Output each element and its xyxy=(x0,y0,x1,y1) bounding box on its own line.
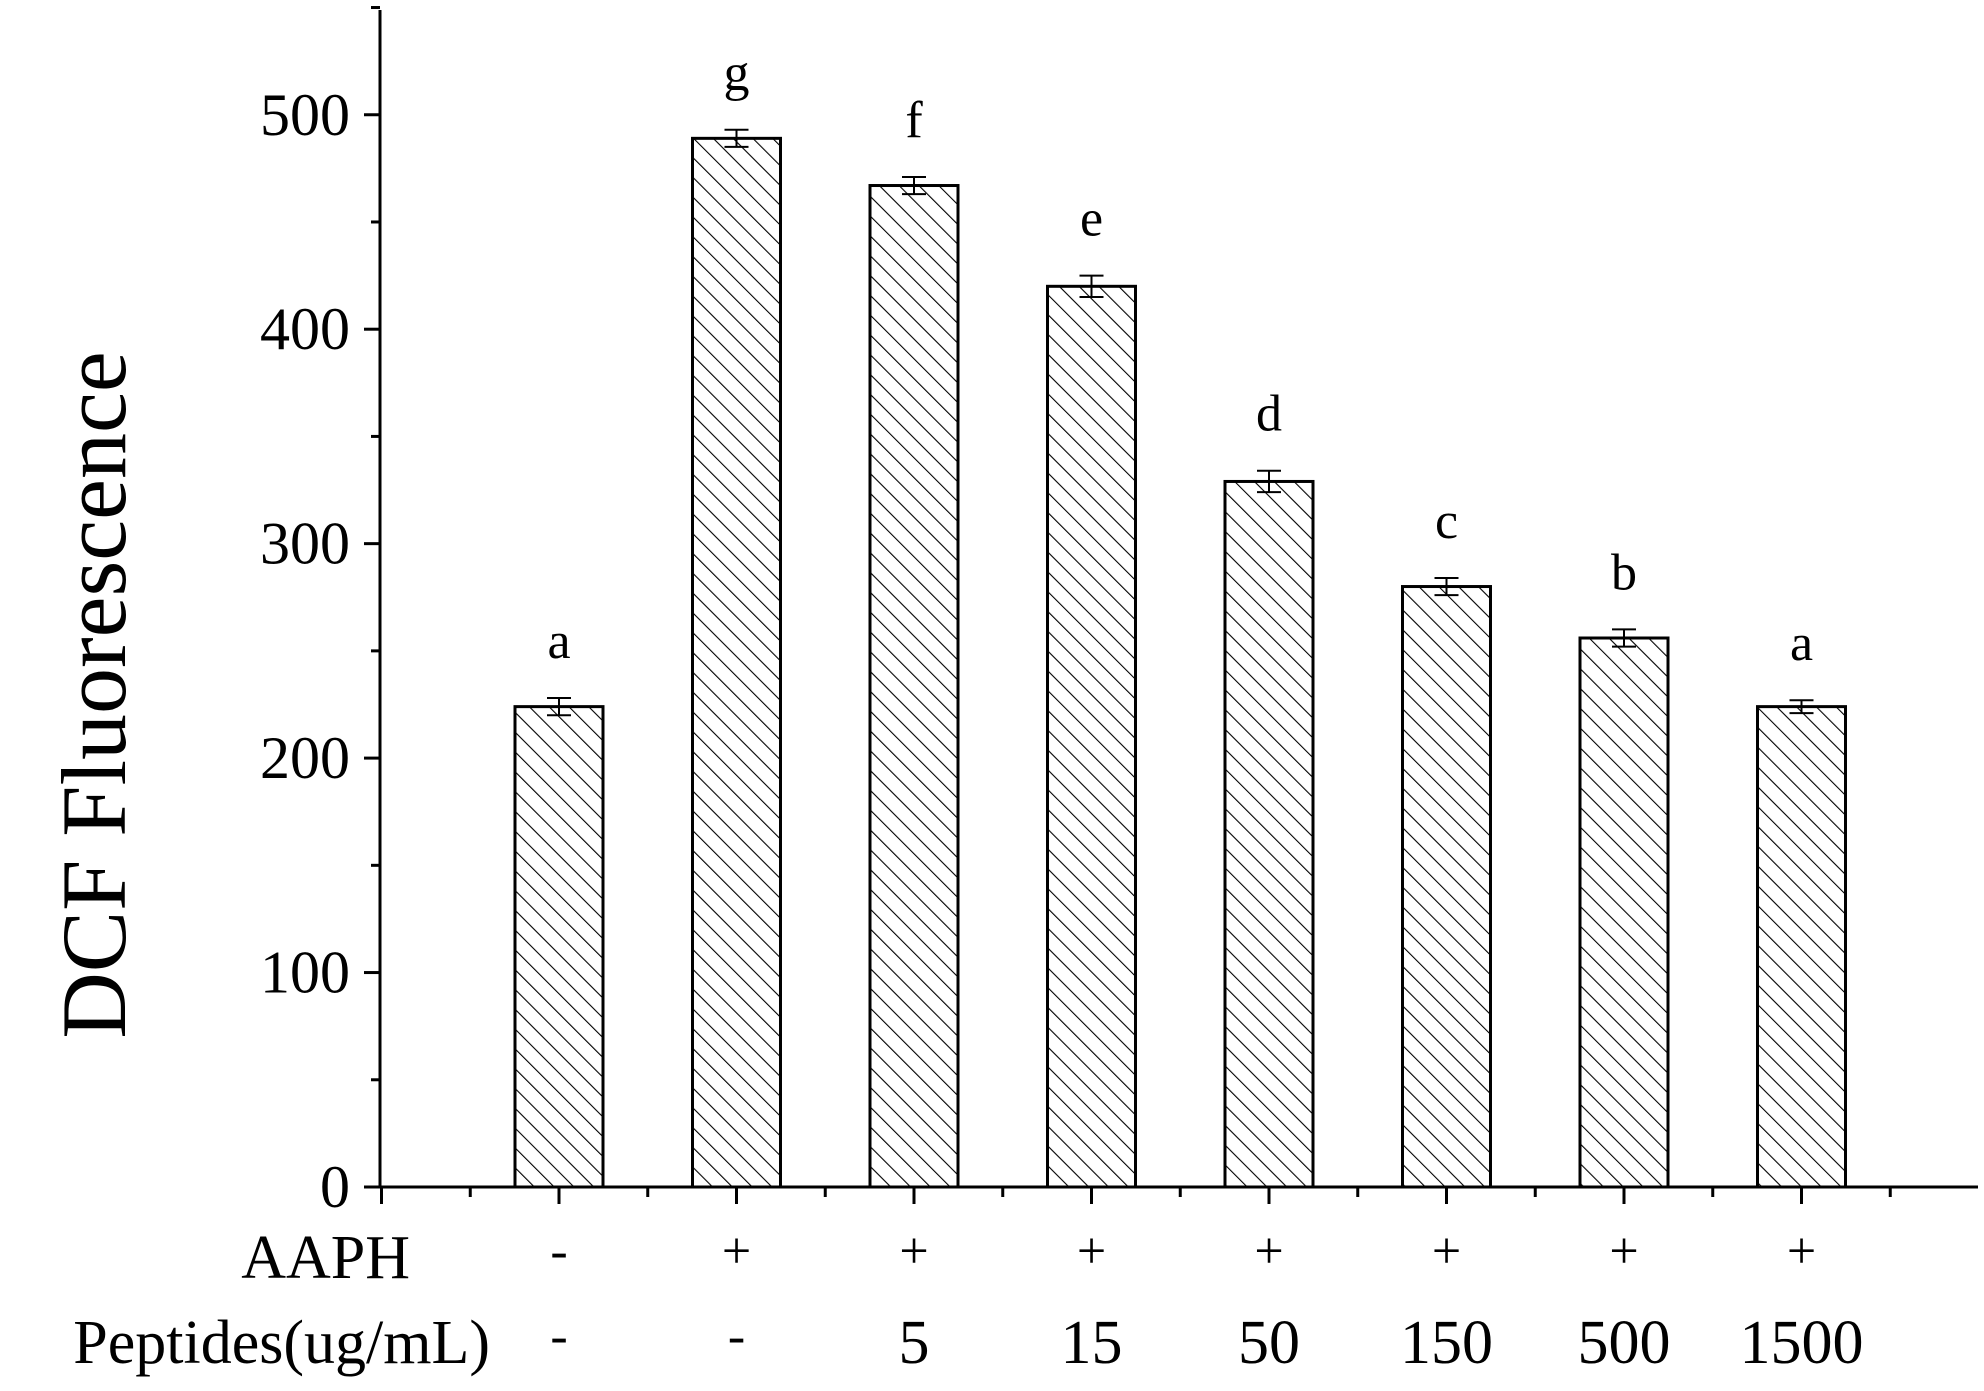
axes xyxy=(364,6,1978,1204)
row-value: + xyxy=(899,1223,928,1280)
y-tick-label: 200 xyxy=(260,725,350,791)
significance-letter: g xyxy=(724,45,750,102)
bar xyxy=(1046,284,1137,1189)
y-tick-label: 0 xyxy=(320,1154,350,1220)
significance-letter: c xyxy=(1435,493,1458,550)
bar xyxy=(1401,585,1492,1189)
significance-letter: a xyxy=(547,613,570,670)
row-value: + xyxy=(1609,1223,1638,1280)
y-tick-label: 100 xyxy=(260,940,350,1006)
significance-letter: f xyxy=(905,92,923,149)
row-value: + xyxy=(1254,1223,1283,1280)
row-value: + xyxy=(722,1223,751,1280)
significance-letter: b xyxy=(1611,544,1637,601)
row-value: 150 xyxy=(1400,1309,1493,1377)
row-value: 15 xyxy=(1061,1309,1123,1377)
bar xyxy=(868,184,960,1189)
bar xyxy=(513,705,605,1189)
y-axis-label: DCF Fluorescence xyxy=(43,351,145,1038)
labels: 0 100 200 300 400 500 a g f e d c b a AAPH - + + + + + + + Pept… xyxy=(73,45,1863,1377)
bar xyxy=(1223,479,1315,1189)
y-tick-label: 500 xyxy=(260,82,350,148)
row-value: + xyxy=(1787,1223,1816,1280)
row-value: 500 xyxy=(1578,1309,1671,1377)
significance-letter: e xyxy=(1080,191,1103,248)
significance-letter: d xyxy=(1256,386,1282,443)
row-value: - xyxy=(728,1308,745,1365)
row-value: + xyxy=(1077,1223,1106,1280)
row-label: AAPH xyxy=(241,1224,410,1292)
row-value: 1500 xyxy=(1740,1309,1864,1377)
row-value: - xyxy=(550,1308,567,1365)
significance-letter: a xyxy=(1790,615,1813,672)
bars xyxy=(513,128,1847,1189)
row-label: Peptides(ug/mL) xyxy=(73,1309,490,1377)
row-value: 50 xyxy=(1238,1309,1300,1377)
row-value: + xyxy=(1432,1223,1461,1280)
row-value: - xyxy=(550,1223,567,1280)
row-value: 5 xyxy=(899,1309,930,1377)
y-tick-label: 300 xyxy=(260,511,350,577)
y-tick-label: 400 xyxy=(260,296,350,362)
bar xyxy=(1578,636,1670,1189)
bar xyxy=(1756,705,1847,1189)
bar xyxy=(691,136,782,1189)
